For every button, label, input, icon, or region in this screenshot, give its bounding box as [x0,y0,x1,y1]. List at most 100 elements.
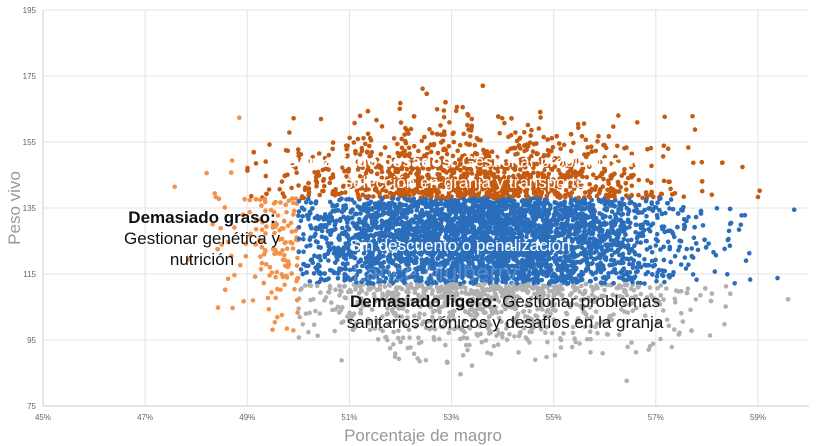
data-point-ok [659,272,665,278]
y-tick-label: 195 [23,6,37,15]
data-point-heavy [567,184,573,189]
data-point-light [402,322,408,328]
data-point-light [610,292,616,298]
data-point-ok [637,202,642,208]
data-point-heavy [602,142,607,148]
data-point-ok [642,281,647,286]
data-point-heavy [709,192,715,198]
data-point-light [339,358,344,363]
data-point-light [516,295,522,301]
data-point-heavy [636,192,641,198]
data-point-heavy [267,142,272,147]
data-point-ok [300,214,306,219]
data-point-heavy [616,113,621,118]
data-point-heavy [357,113,363,119]
data-point-fat [291,200,296,206]
data-point-ok [335,271,341,276]
data-point-heavy [347,135,353,141]
data-point-heavy [529,127,534,133]
data-point-light [470,317,475,323]
data-point-light [728,291,733,297]
data-point-ok [686,262,691,268]
data-point-ok [328,211,333,217]
data-point-light [582,288,588,294]
data-point-heavy [513,130,518,135]
data-point-light [405,345,411,351]
data-point-heavy [362,141,368,147]
data-point-fat [275,286,280,292]
data-point-heavy [597,159,603,165]
data-point-fat [279,312,285,318]
data-point-heavy [478,138,483,143]
data-point-light [437,336,442,342]
data-point-heavy [344,154,350,159]
data-point-ok [311,271,317,276]
data-point-heavy [497,130,503,136]
data-point-heavy [460,104,466,110]
data-point-light [723,284,729,289]
data-point-light [306,329,311,335]
data-point-ok [602,274,607,280]
data-point-heavy [330,140,336,145]
data-point-heavy [666,179,671,185]
data-point-heavy [360,178,366,184]
data-point-fat [295,310,300,315]
data-point-ok [655,200,660,205]
data-point-ok [298,267,304,272]
data-point-light [307,310,312,316]
data-point-heavy [391,136,397,141]
data-point-heavy [601,176,606,182]
data-point-heavy [369,149,375,155]
data-point-fat [247,197,253,203]
data-point-heavy [366,187,371,192]
data-point-heavy [310,154,316,160]
data-point-ok [395,196,401,202]
data-point-light [616,332,622,338]
data-point-heavy [469,116,475,122]
data-point-fat [204,170,209,176]
data-point-light [415,356,420,361]
data-point-heavy [451,139,457,145]
data-point-ok [334,202,340,208]
data-point-light [454,302,460,308]
data-point-heavy [356,195,361,200]
data-point-heavy [465,111,470,117]
data-point-light [333,287,338,293]
data-point-ok [714,206,720,211]
data-point-ok [634,265,640,270]
data-point-heavy [351,140,357,145]
data-point-heavy [549,135,555,141]
data-point-ok [689,246,694,251]
data-point-light [723,304,728,309]
data-point-ok [655,215,660,220]
data-point-fat [218,226,223,231]
data-point-heavy [699,188,705,194]
data-point-heavy [249,193,254,199]
data-point-heavy [595,139,600,144]
data-point-light [521,325,527,331]
data-point-light [387,345,393,351]
data-point-ok [693,214,699,220]
data-point-heavy [411,143,417,149]
data-point-heavy [691,160,696,166]
data-point-light [544,354,549,360]
data-point-fat [286,198,292,203]
x-tick-label: 45% [35,413,51,422]
data-point-light [612,300,617,306]
data-point-heavy [661,143,667,149]
data-point-light [303,311,309,317]
data-point-ok [635,234,640,240]
data-point-light [658,336,663,342]
data-point-fat [284,246,290,251]
data-point-ok [676,248,681,253]
data-point-ok [654,231,660,237]
data-point-light [544,325,549,330]
data-point-ok [626,250,632,256]
data-point-heavy [579,161,584,166]
data-point-light [542,313,548,319]
data-point-heavy [468,134,473,139]
data-point-light [587,329,593,335]
data-point-heavy [318,116,324,122]
data-point-heavy [452,176,458,181]
